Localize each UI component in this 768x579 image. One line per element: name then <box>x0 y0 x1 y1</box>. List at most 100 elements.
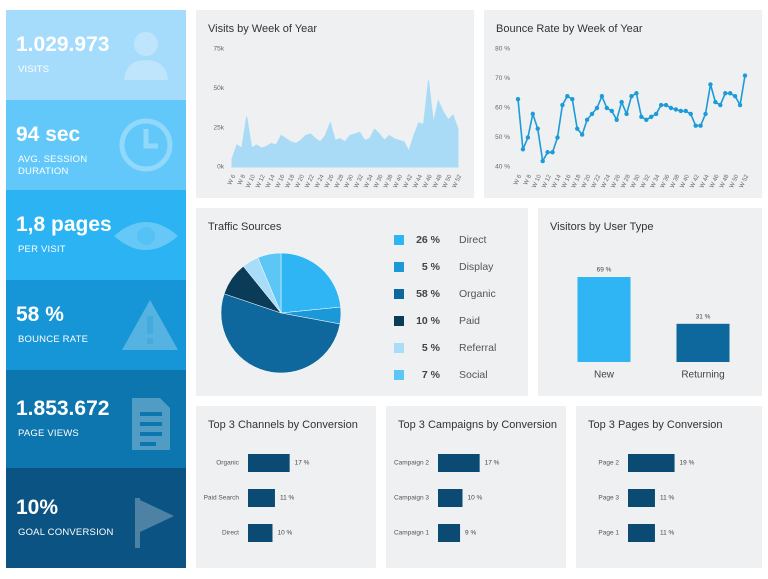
kpi-value: 1,8 pages <box>16 213 112 236</box>
x-tick-label: W 22 <box>591 173 603 189</box>
kpi-tile: 94 sec AVG. SESSION DURATION <box>6 100 186 190</box>
bar-value-label: 10 % <box>468 495 483 502</box>
y-tick-label: 75k <box>214 46 225 53</box>
bar <box>248 489 275 507</box>
panel <box>576 406 762 568</box>
y-tick-label: 40 % <box>495 164 510 171</box>
line-point <box>634 91 639 96</box>
y-tick-label: 60 % <box>495 105 510 112</box>
line-point <box>653 111 659 117</box>
chart-title: Bounce Rate by Week of Year <box>496 23 643 35</box>
y-tick-label: Page 2 <box>598 460 619 467</box>
x-tick-label: W 50 <box>442 173 454 189</box>
x-tick-label: W 28 <box>620 173 632 189</box>
x-tick-label: W 12 <box>255 173 267 189</box>
line-point <box>727 91 733 96</box>
y-tick-label: Campaign 2 <box>394 460 429 467</box>
bar-value-label: 11 % <box>660 495 675 502</box>
x-tick-label: W 36 <box>660 173 672 189</box>
panel <box>196 10 474 198</box>
kpi-label: BOUNCE RATE <box>18 334 89 345</box>
bar-value-label: 17 % <box>295 460 310 467</box>
bar-value-label: 19 % <box>680 460 695 467</box>
x-tick-label: W 22 <box>304 173 316 189</box>
legend-value: 58 % <box>416 288 441 300</box>
legend-label: Direct <box>459 234 487 246</box>
x-tick-label: W 36 <box>373 173 385 189</box>
kpi-value: 1.853.672 <box>16 397 110 420</box>
x-tick-label: W 42 <box>690 173 702 189</box>
chart-title: Top 3 Pages by Conversion <box>588 419 723 431</box>
x-tick-label: W 16 <box>275 173 287 189</box>
line-point <box>614 117 619 123</box>
kpi-value: 1.029.973 <box>16 33 110 56</box>
legend-label: Paid <box>459 315 480 327</box>
legend-label: Social <box>459 369 488 381</box>
y-tick-label: Paid Search <box>204 495 240 502</box>
x-tick-label: W 26 <box>611 173 623 189</box>
kpi-value: 10% <box>16 496 59 519</box>
legend-swatch <box>394 343 404 353</box>
line-point <box>693 123 698 128</box>
x-tick-label: W 48 <box>432 173 444 189</box>
panel <box>386 406 566 568</box>
x-tick-label: W 52 <box>739 173 751 189</box>
legend-label: Organic <box>459 288 496 300</box>
x-tick-label: W 32 <box>640 173 652 189</box>
panel <box>538 208 762 396</box>
bar-value-label: 11 % <box>660 530 675 537</box>
y-tick-label: Page 3 <box>598 495 619 502</box>
line-point <box>520 147 526 152</box>
legend-swatch <box>394 370 404 380</box>
x-tick-label: New <box>594 370 615 381</box>
legend-swatch <box>394 289 404 299</box>
y-tick-label: Organic <box>216 460 240 467</box>
kpi-label: PER VISIT <box>18 244 66 255</box>
line-point <box>723 91 728 96</box>
x-tick-label: W 32 <box>354 173 366 189</box>
pie-slice <box>220 293 341 374</box>
y-tick-label: 50 % <box>495 134 510 141</box>
line-point <box>594 105 600 111</box>
kpi-value: 58 % <box>16 303 64 326</box>
y-tick-label: 70 % <box>495 75 510 82</box>
y-tick-label: 25k <box>214 124 225 131</box>
line-point <box>698 123 703 128</box>
x-tick-label: W 8 <box>523 173 533 186</box>
y-tick-label: 80 % <box>495 46 510 53</box>
x-tick-label: W 26 <box>324 173 336 189</box>
x-tick-label: W 30 <box>630 173 642 189</box>
x-tick-label: W 18 <box>571 173 583 189</box>
line-point <box>732 94 738 99</box>
legend-value: 5 % <box>422 261 441 273</box>
x-tick-label: W 46 <box>709 173 721 189</box>
x-tick-label: W 10 <box>532 173 544 189</box>
x-tick-label: W 38 <box>383 173 395 189</box>
x-tick-label: W 42 <box>403 173 415 189</box>
x-tick-label: W 50 <box>729 173 741 189</box>
line-point <box>545 150 550 155</box>
x-tick-label: W 34 <box>363 173 375 189</box>
y-tick-label: Campaign 1 <box>394 530 429 537</box>
chart-title: Visitors by User Type <box>550 221 654 233</box>
line-point <box>609 108 614 114</box>
kpi-label: PAGE VIEWS <box>18 428 79 439</box>
bar <box>248 454 290 472</box>
line-point <box>530 111 536 117</box>
bar <box>248 524 273 542</box>
legend-swatch <box>394 316 404 326</box>
bar-value-label: 11 % <box>280 495 295 502</box>
line-point <box>663 102 669 108</box>
legend-swatch <box>394 262 404 272</box>
y-tick-label: Direct <box>222 530 239 537</box>
y-tick-label: 50k <box>214 85 225 92</box>
line-point <box>565 94 570 99</box>
legend-value: 26 % <box>416 234 441 246</box>
x-tick-label: W 48 <box>719 173 731 189</box>
line-point <box>673 107 679 112</box>
y-tick-label: Campaign 3 <box>394 495 429 502</box>
line-point <box>737 102 743 108</box>
x-tick-label: W 6 <box>513 173 523 186</box>
y-tick-label: Page 1 <box>598 530 619 537</box>
line-point <box>718 102 723 108</box>
